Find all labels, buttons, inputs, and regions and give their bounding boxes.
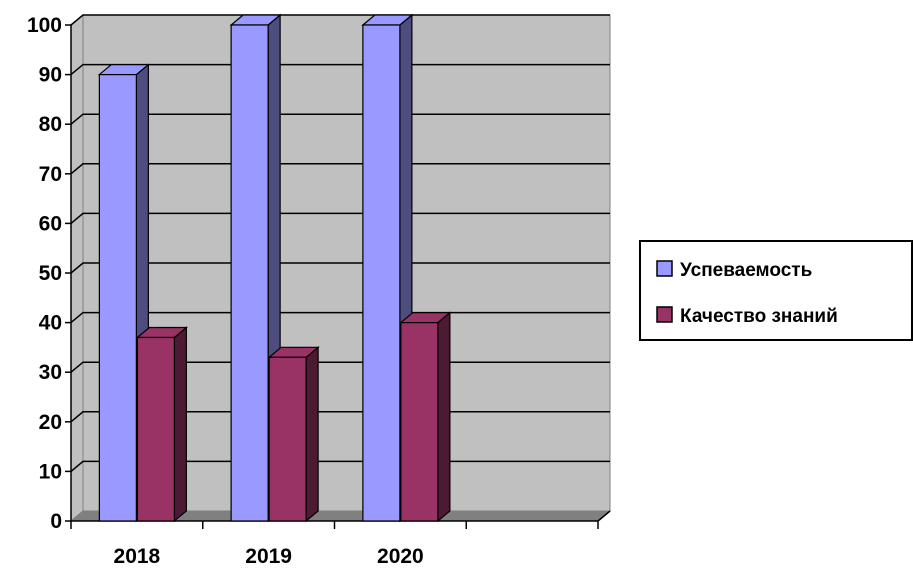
bar-side: [174, 327, 186, 521]
legend-swatch-kachestvo: [657, 307, 672, 322]
legend-label-uspevaemost: Успеваемость: [680, 260, 812, 281]
bar-side: [306, 347, 318, 521]
y-tick-label: 20: [39, 411, 62, 434]
bar-front: [269, 357, 306, 521]
y-tick-label: 30: [39, 361, 62, 384]
x-tick-label: 2020: [377, 545, 424, 568]
bar-Качество-знаний-2020: [401, 313, 450, 521]
y-tick-label: 80: [39, 113, 62, 136]
y-tick-label: 10: [39, 460, 62, 483]
bar-front: [99, 75, 136, 521]
bar-Качество-знаний-2018: [137, 327, 186, 521]
legend-label-kachestvo: Качество знаний: [680, 306, 838, 327]
bar-side: [438, 313, 450, 521]
legend-swatch-uspevaemost: [657, 261, 672, 276]
x-tick-label: 2018: [114, 545, 161, 568]
bar-front: [401, 323, 438, 521]
y-tick-label: 0: [50, 510, 62, 533]
bar-front: [363, 25, 400, 521]
y-tick-label: 90: [39, 64, 62, 87]
bar-Качество-знаний-2019: [269, 347, 318, 521]
y-tick-label: 40: [39, 312, 62, 335]
legend: Успеваемость Качество знаний: [640, 241, 912, 340]
y-tick-label: 60: [39, 212, 62, 235]
bar-front: [137, 337, 174, 521]
x-tick-label: 2019: [245, 545, 292, 568]
y-tick-label: 100: [27, 14, 62, 37]
y-tick-label: 50: [39, 262, 62, 285]
y-tick-label: 70: [39, 163, 62, 186]
bar-front: [231, 25, 268, 521]
